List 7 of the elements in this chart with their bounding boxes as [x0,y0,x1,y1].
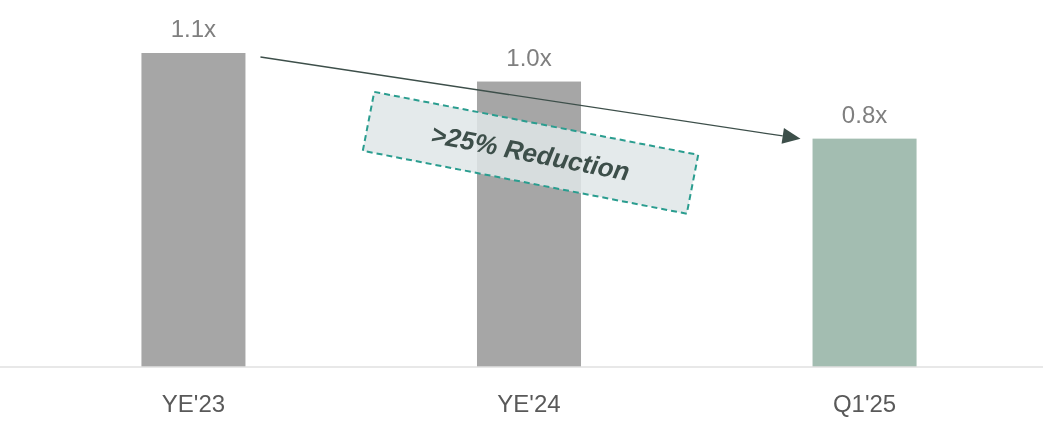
annotation: >25% Reduction [428,118,633,187]
data-label: 1.1x [170,15,217,42]
x-tick-label: YE'24 [497,390,561,417]
data-label: 1.0x [506,43,552,71]
x-tick-label: Q1'25 [832,390,897,417]
data-label: 0.8x [841,100,888,128]
x-tick-label: YE'23 [161,390,226,417]
